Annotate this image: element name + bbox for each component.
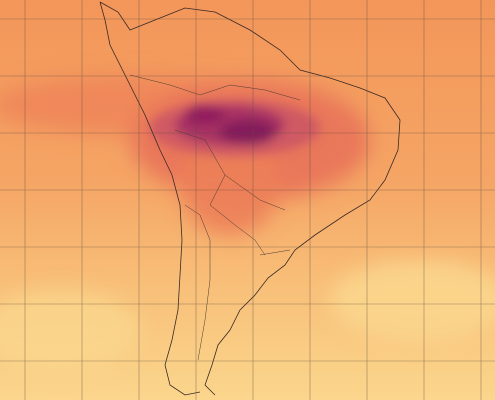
coastline bbox=[99, 1, 401, 396]
heat-core bbox=[150, 100, 320, 156]
borders bbox=[129, 74, 301, 361]
